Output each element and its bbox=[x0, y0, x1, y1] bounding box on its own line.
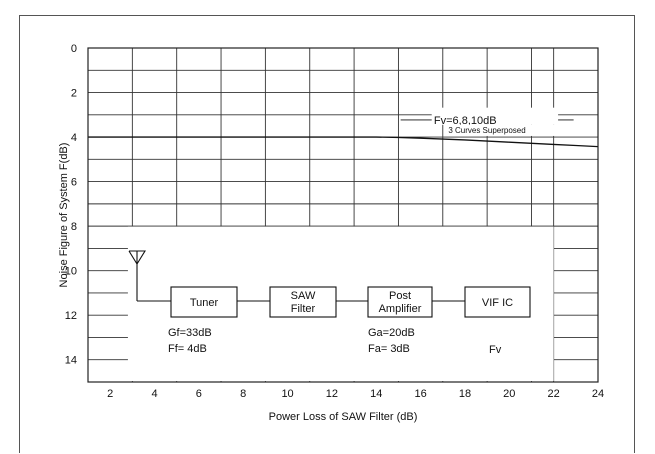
vif-ic-block-label: VIF IC bbox=[482, 297, 513, 309]
series-lines bbox=[88, 136, 599, 148]
plot-border bbox=[87, 47, 599, 383]
y-tick-label: 6 bbox=[71, 177, 77, 189]
y-tick-label: 8 bbox=[71, 221, 77, 233]
tuner-nf-label: Ff= 4dB bbox=[168, 343, 207, 355]
y-tick-label: 14 bbox=[65, 355, 77, 367]
x-tick-label: 2 bbox=[107, 388, 113, 400]
saw-filter-block-label: SAW bbox=[291, 290, 316, 302]
x-tick-label: 24 bbox=[592, 388, 604, 400]
saw-filter-block bbox=[269, 286, 337, 318]
y-tick-label: 0 bbox=[71, 43, 77, 55]
x-tick-label: 8 bbox=[240, 388, 246, 400]
y-tick-label: 4 bbox=[71, 132, 77, 144]
x-tick-label: 4 bbox=[151, 388, 157, 400]
x-tick-label: 22 bbox=[548, 388, 560, 400]
tuner-gain-label: Gf=33dB bbox=[168, 327, 212, 339]
x-tick-label: 14 bbox=[370, 388, 382, 400]
annotation-note-bg bbox=[445, 124, 570, 136]
annotation-bg bbox=[431, 107, 559, 125]
annotation-note: 3 Curves Superposed bbox=[448, 126, 525, 135]
post-amplifier-block bbox=[367, 286, 433, 318]
amp-nf-label: Fa= 3dB bbox=[368, 343, 410, 355]
tuner-block-label: Tuner bbox=[190, 297, 219, 309]
y-tick-label: 2 bbox=[71, 88, 77, 100]
x-tick-label: 18 bbox=[459, 388, 471, 400]
x-tick-label: 10 bbox=[281, 388, 293, 400]
y-tick-label: 12 bbox=[65, 310, 77, 322]
annotation-curve-label: Fv=6,8,10dB bbox=[434, 115, 497, 127]
x-tick-label: 16 bbox=[414, 388, 426, 400]
x-axis-label: Power Loss of SAW Filter (dB) bbox=[269, 411, 418, 423]
figure-frame bbox=[19, 15, 635, 453]
y-tick-label: 10 bbox=[65, 266, 77, 278]
x-tick-label: 6 bbox=[196, 388, 202, 400]
series-line bbox=[88, 136, 599, 148]
amp-gain-label: Ga=20dB bbox=[368, 327, 415, 339]
x-tick-label: 20 bbox=[503, 388, 515, 400]
y-axis-label: Noise Figure of System F(dB) bbox=[58, 143, 70, 288]
vif-ic-block bbox=[464, 286, 531, 318]
vif-nf-label: Fv bbox=[489, 344, 502, 356]
post-amplifier-block-label: Post bbox=[389, 290, 411, 302]
x-tick-label: 12 bbox=[326, 388, 338, 400]
saw-filter-block-label: Filter bbox=[291, 303, 316, 315]
tuner-block bbox=[170, 286, 238, 318]
post-amplifier-block-label: Amplifier bbox=[379, 303, 422, 315]
